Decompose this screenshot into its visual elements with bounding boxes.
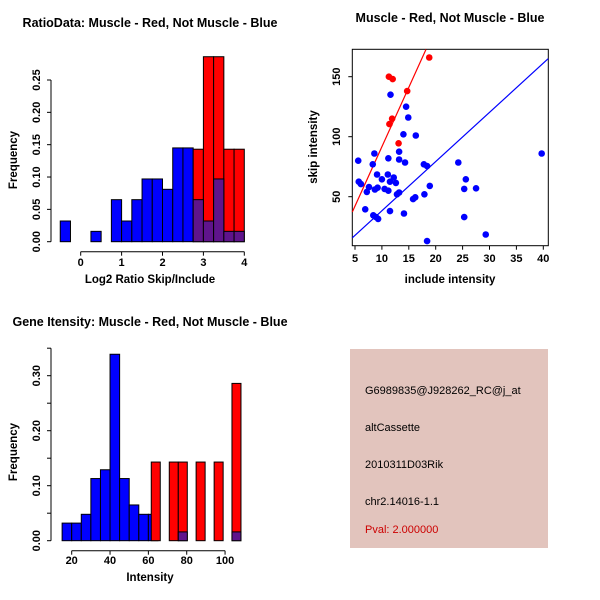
svg-text:0.25: 0.25	[31, 69, 43, 90]
svg-text:2: 2	[159, 257, 165, 269]
intensity-histogram-title: Gene Itensity: Muscle - Red, Not Muscle …	[12, 315, 288, 329]
svg-text:0.05: 0.05	[31, 199, 43, 220]
svg-text:0.10: 0.10	[31, 475, 43, 496]
svg-text:150: 150	[331, 68, 343, 86]
svg-text:0.20: 0.20	[31, 102, 43, 123]
scatter-title: Muscle - Red, Not Muscle - Blue	[355, 11, 545, 25]
svg-text:15: 15	[403, 253, 415, 265]
svg-text:10: 10	[376, 253, 388, 265]
panel-info: G6989835@J928262_RC@j_at altCassette 201…	[300, 300, 600, 600]
scatter-plot: 5 10 15 20 25 30 35 40 50 100 150	[331, 48, 549, 265]
svg-text:35: 35	[510, 253, 522, 265]
gene-name-text: 2010311D03Rik	[365, 459, 444, 471]
svg-text:20: 20	[66, 555, 78, 567]
svg-text:50: 50	[331, 191, 343, 203]
svg-text:100: 100	[216, 555, 234, 567]
svg-text:60: 60	[142, 555, 154, 567]
svg-text:0: 0	[78, 257, 84, 269]
svg-text:100: 100	[331, 128, 343, 146]
ratio-histogram-plot: 0.00 0.05 0.10 0.15 0.20 0.25 0 1 2 3 4	[31, 56, 248, 269]
splice-type-text: altCassette	[365, 422, 421, 434]
svg-text:0.20: 0.20	[31, 420, 43, 441]
intensity-histogram-ylabel: Frequency	[8, 422, 20, 482]
info-box: G6989835@J928262_RC@j_at altCassette 201…	[350, 349, 548, 548]
intensity-histogram-plot: 0.00 0.10 0.20 0.30 20 40 60 80 100	[31, 347, 242, 567]
svg-text:25: 25	[456, 253, 468, 265]
svg-text:20: 20	[430, 253, 442, 265]
ratio-histogram-xlabel: Log2 Ratio Skip/Include	[84, 274, 216, 286]
svg-text:80: 80	[181, 555, 193, 567]
svg-text:40: 40	[537, 253, 549, 265]
scatter-xlabel: include intensity	[404, 274, 496, 286]
probe-id-text: G6989835@J928262_RC@j_at	[365, 385, 521, 397]
svg-text:40: 40	[104, 555, 116, 567]
svg-text:3: 3	[200, 257, 206, 269]
location-text: chr2.14016-1.1	[365, 496, 439, 508]
panel-scatter: 5 10 15 20 25 30 35 40 50 100 150 Muscle - Red, No…	[300, 0, 600, 300]
svg-text:0.00: 0.00	[31, 530, 43, 551]
svg-text:0.15: 0.15	[31, 134, 43, 155]
svg-text:0.10: 0.10	[31, 166, 43, 187]
svg-text:1: 1	[119, 257, 125, 269]
svg-text:0.30: 0.30	[31, 365, 43, 386]
panel-intensity-histogram: 0.00 0.10 0.20 0.30 20 40 60 80 100 Gene Itensit…	[0, 300, 300, 600]
svg-text:4: 4	[241, 257, 248, 269]
svg-text:0.00: 0.00	[31, 231, 43, 252]
intensity-histogram-xlabel: Intensity	[126, 572, 174, 584]
svg-text:5: 5	[352, 253, 358, 265]
panel-ratio-histogram: 0.00 0.05 0.10 0.15 0.20 0.25 0 1 2 3 4 RatioData:…	[0, 0, 300, 300]
ratio-histogram-title: RatioData: Muscle - Red, Not Muscle - Bl…	[22, 16, 278, 30]
pval-text: Pval: 2.000000	[365, 524, 439, 536]
ratio-histogram-ylabel: Frequency	[8, 130, 20, 190]
svg-text:30: 30	[483, 253, 495, 265]
scatter-ylabel: skip intensity	[308, 110, 320, 184]
